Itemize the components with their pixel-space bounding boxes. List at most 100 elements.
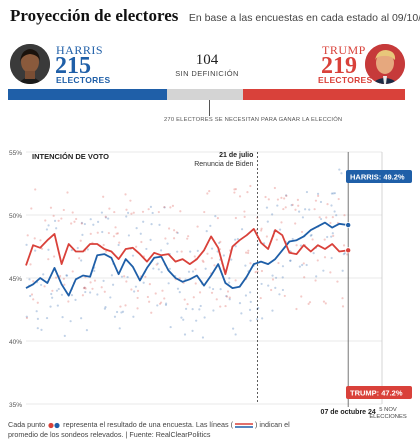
poll-dot [264, 195, 267, 199]
poll-dot [198, 308, 201, 311]
poll-dot [332, 192, 335, 195]
poll-dot [113, 210, 116, 214]
poll-dot [134, 285, 138, 288]
poll-dot [234, 279, 237, 282]
poll-dot [56, 304, 59, 307]
poll-dot [125, 215, 128, 218]
poll-dot [103, 307, 107, 310]
poll-dot [333, 210, 336, 213]
poll-dot [107, 217, 110, 220]
poll-dot [246, 191, 249, 194]
vote-intention-chart: 35% 40% 45% 50% 55% INTENCIÓN DE VOTO 21 de j… [9, 150, 412, 420]
poll-dot [29, 294, 32, 298]
poll-dot [274, 286, 277, 289]
poll-dot [130, 288, 133, 291]
poll-dot [89, 218, 92, 221]
poll-dot [278, 228, 282, 231]
poll-dot [36, 317, 40, 320]
poll-dot [281, 288, 285, 292]
poll-dot [96, 220, 100, 224]
poll-dot [319, 217, 323, 221]
poll-dot [70, 248, 73, 252]
harris-avatar [10, 44, 50, 84]
poll-dot [45, 316, 49, 320]
poll-dot [155, 263, 158, 266]
poll-dot [276, 198, 280, 201]
poll-dot [135, 245, 138, 248]
poll-dot [115, 310, 119, 314]
poll-dot [294, 208, 297, 211]
poll-dot [84, 287, 87, 290]
poll-dot [85, 329, 89, 332]
harris-name: HARRIS [56, 43, 104, 57]
poll-dot [302, 262, 305, 265]
poll-dot [148, 300, 151, 303]
poll-dot [34, 188, 37, 191]
poll-dot [81, 233, 84, 236]
poll-dot [75, 217, 78, 221]
poll-dot [40, 247, 44, 250]
y-tick-label: 45% [9, 276, 22, 283]
poll-dot [335, 214, 338, 217]
poll-dot [172, 237, 176, 240]
poll-dot [111, 283, 115, 286]
poll-dot [215, 298, 218, 301]
poll-dot [96, 231, 99, 234]
poll-dot [305, 190, 309, 194]
poll-dot [228, 277, 231, 280]
poll-dot [80, 222, 83, 225]
poll-dot [130, 212, 133, 215]
poll-dot [238, 302, 242, 305]
poll-dot [158, 302, 162, 305]
poll-dot [120, 275, 124, 278]
poll-dot [260, 229, 263, 232]
poll-dot [182, 318, 185, 321]
poll-dot [35, 310, 38, 313]
poll-dot [206, 192, 209, 195]
poll-dot [65, 274, 69, 277]
header: Proyección de electores En base a las en… [10, 6, 420, 28]
annotation-text: Renuncia de Biden [194, 161, 253, 168]
footnote-part1: Cada punto [8, 420, 46, 429]
poll-dot [256, 318, 259, 321]
poll-dot [156, 262, 159, 265]
poll-dot [40, 328, 43, 332]
poll-dot [247, 251, 250, 255]
poll-dot [42, 273, 45, 276]
poll-dot [259, 296, 262, 300]
poll-dot [55, 289, 59, 292]
trump-electors-label: ELECTORES [318, 75, 373, 85]
poll-dot [280, 196, 283, 199]
poll-dot [281, 276, 284, 279]
poll-dot [55, 276, 58, 279]
poll-dot [315, 275, 318, 278]
ev-bar-undecided-segment [166, 89, 244, 100]
poll-dot [83, 286, 86, 289]
poll-dot [271, 278, 275, 281]
poll-dot [34, 249, 37, 252]
poll-dot [206, 252, 209, 255]
poll-dot [240, 312, 243, 315]
poll-dot [133, 290, 136, 293]
poll-dot [102, 243, 105, 247]
poll-dot [194, 268, 197, 271]
poll-dot [51, 289, 54, 292]
poll-dot [312, 252, 315, 255]
poll-dot [102, 279, 105, 283]
undecided-count: 104 [195, 52, 219, 68]
trump-end-label: TRUMP: 47.2% [350, 388, 403, 397]
poll-dot [329, 221, 332, 225]
poll-dot [211, 287, 215, 291]
poll-dot [149, 205, 153, 208]
poll-dot [141, 210, 145, 213]
poll-dot [154, 292, 157, 295]
poll-dot [191, 329, 194, 332]
harris-end-label-box [346, 170, 412, 183]
poll-dot [159, 301, 163, 304]
poll-dot [244, 294, 248, 297]
poll-dot [260, 269, 264, 273]
average-line-legend-icon [235, 422, 253, 428]
poll-dot [180, 316, 183, 319]
poll-dot [124, 193, 127, 196]
poll-dot [139, 232, 142, 235]
